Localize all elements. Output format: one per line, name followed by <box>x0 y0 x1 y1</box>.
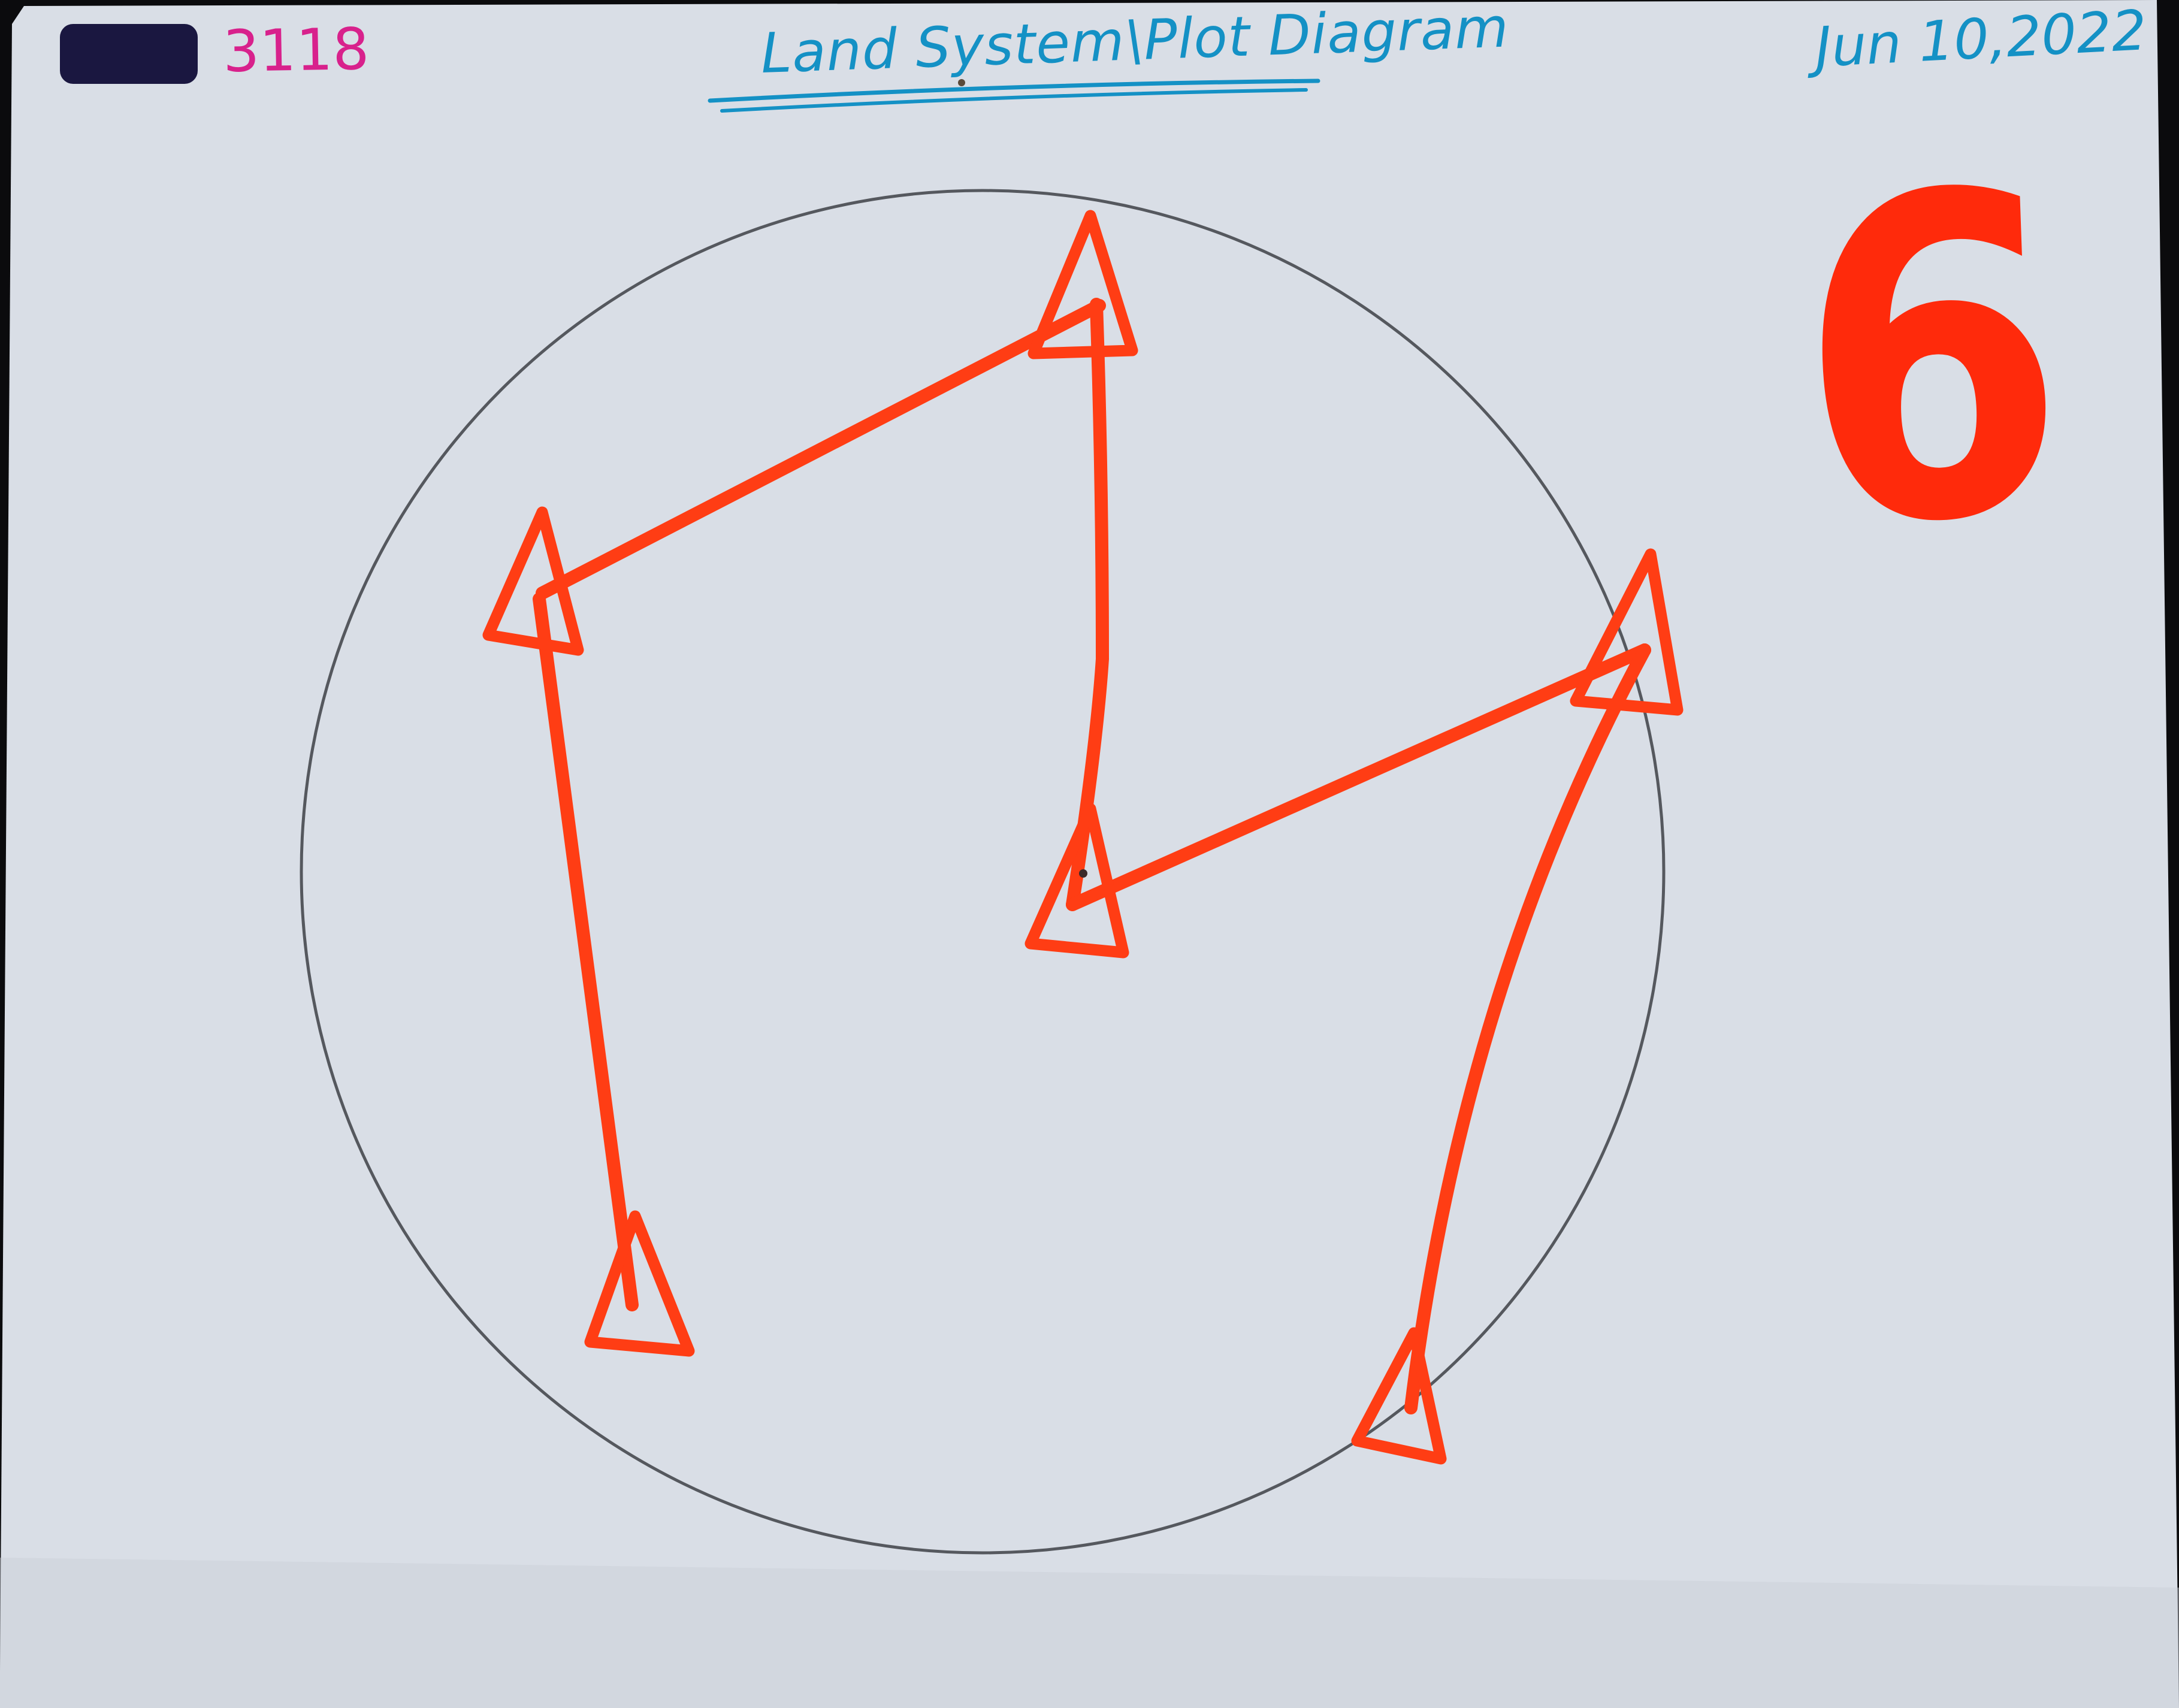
document-number: 3118 <box>222 15 370 86</box>
connector-line <box>1404 643 1651 1414</box>
title-underline-second <box>720 88 1308 113</box>
triangle-marker <box>1570 548 1684 716</box>
triangle-marker <box>482 506 584 656</box>
connector-line <box>533 592 639 1311</box>
connector-line <box>1066 298 1109 911</box>
date-text: Jun 10,2022 <box>1814 0 2148 80</box>
connector-lines <box>533 298 1651 1414</box>
pen-dot <box>1079 869 1087 878</box>
paper-shadow-edge <box>0 1558 2179 1708</box>
pen-dot <box>958 79 965 86</box>
survey-markers <box>482 210 1684 1465</box>
triangle-marker <box>1024 803 1129 959</box>
connector-line <box>536 299 1106 600</box>
triangle-marker <box>584 1210 695 1357</box>
plot-number: 6 <box>1790 98 2074 624</box>
triangle-marker <box>1351 1327 1447 1465</box>
connector-line <box>1066 643 1651 911</box>
plot-boundary-circle <box>300 189 1666 1555</box>
redaction-mark <box>60 24 198 84</box>
title-underline <box>708 78 1320 103</box>
triangle-marker <box>1027 210 1138 359</box>
